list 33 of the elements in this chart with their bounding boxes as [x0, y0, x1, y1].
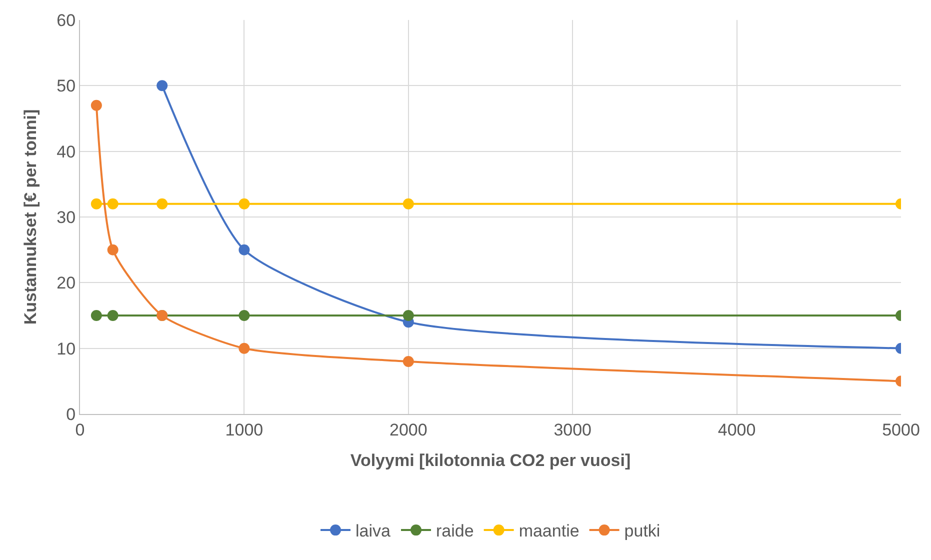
legend-label: maantie	[518, 522, 580, 541]
point	[238, 310, 250, 321]
y-tick-label: 30	[56, 208, 76, 227]
x-tick-label: 3000	[554, 420, 592, 440]
y-tick-label: 20	[56, 274, 76, 293]
x-tick-label: 1000	[225, 420, 264, 440]
point	[402, 310, 414, 321]
point	[156, 198, 168, 210]
legend-label: putki	[624, 522, 660, 541]
x-axis-title: Volyymi [kilotonnia CO2 per vuosi]	[350, 450, 631, 470]
point	[238, 198, 250, 210]
x-tick-label: 5000	[882, 420, 920, 440]
point	[90, 100, 102, 111]
point	[402, 356, 414, 367]
point	[238, 244, 250, 256]
y-tick-label: 60	[56, 10, 76, 30]
legend-label: raide	[436, 522, 474, 541]
y-tick-label: 0	[66, 404, 76, 424]
y-axis-title: Kustannukset [€ per tonni]	[21, 109, 40, 325]
point	[90, 198, 102, 210]
point	[107, 310, 118, 321]
point	[156, 80, 168, 92]
point	[402, 198, 414, 210]
x-tick-label: 2000	[389, 420, 428, 440]
y-tick-label: 40	[56, 142, 76, 162]
legend-label: laiva	[356, 522, 392, 541]
x-tick-label: 4000	[718, 420, 756, 440]
point	[107, 198, 118, 210]
point	[107, 244, 118, 256]
point	[238, 342, 250, 354]
y-tick-label: 50	[56, 76, 76, 96]
point	[90, 310, 102, 321]
y-tick-label: 10	[56, 339, 76, 358]
